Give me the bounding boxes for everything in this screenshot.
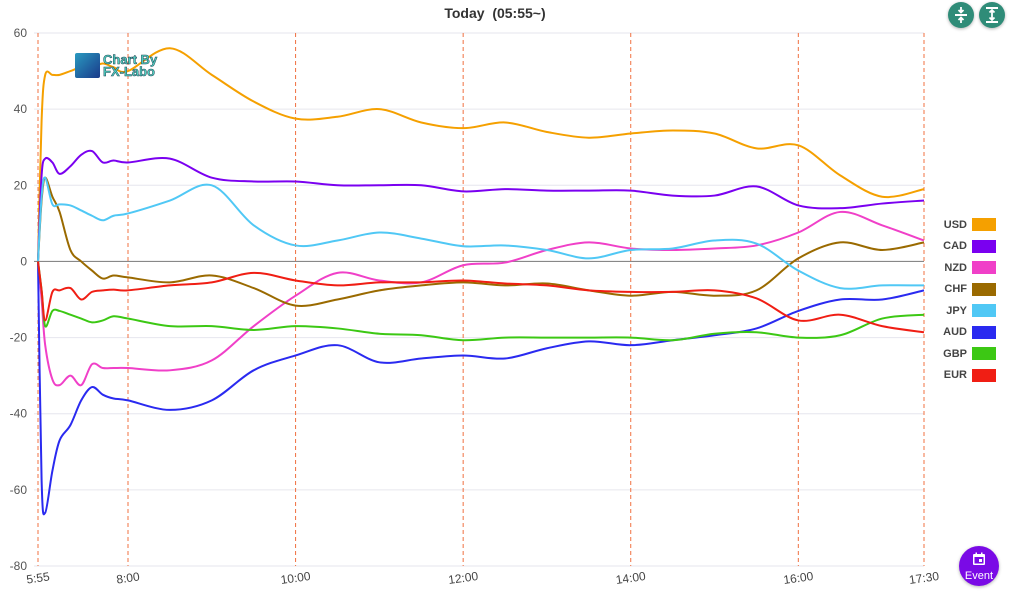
series-line-cad — [37, 149, 925, 262]
expand-button[interactable] — [979, 2, 1005, 28]
y-tick-label: -80 — [10, 559, 28, 573]
x-tick-label: 16:00 — [782, 569, 814, 587]
legend-swatch — [972, 239, 996, 253]
legend-swatch — [972, 282, 996, 296]
compress-button[interactable] — [948, 2, 974, 28]
legend-item-eur[interactable]: EUR — [930, 365, 996, 387]
legend-label: EUR — [943, 369, 967, 382]
series-line-jpy — [37, 176, 925, 290]
y-tick-label: -40 — [10, 407, 28, 421]
series-line-eur — [37, 261, 925, 334]
legend-label: CHF — [944, 283, 967, 296]
legend-label: GBP — [943, 347, 967, 360]
legend-swatch — [972, 368, 996, 382]
legend-swatch — [972, 261, 996, 275]
legend-label: NZD — [944, 261, 967, 274]
legend-item-jpy[interactable]: JPY — [930, 300, 996, 322]
legend-label: CAD — [943, 240, 967, 253]
logo-line2: FX-Labo — [103, 63, 156, 79]
compress-vertical-icon — [955, 7, 967, 23]
x-tick-label: 10:00 — [280, 569, 312, 587]
magnifier-chart-icon — [75, 53, 100, 78]
legend-label: JPY — [946, 304, 967, 317]
expand-vertical-icon — [986, 7, 998, 23]
legend-swatch — [972, 325, 996, 339]
x-tick-label: 5:55 — [25, 569, 50, 586]
chart-title: Today (05:55~) — [444, 5, 546, 21]
legend-label: USD — [943, 218, 967, 231]
legend-swatch — [972, 304, 996, 318]
y-tick-label: -60 — [10, 483, 28, 497]
event-button[interactable]: Event — [959, 546, 999, 586]
y-tick-label: -20 — [10, 331, 28, 345]
y-tick-label: 40 — [14, 102, 28, 116]
x-tick-label: 17:30 — [908, 569, 940, 587]
legend-item-gbp[interactable]: GBP — [930, 343, 996, 365]
series-line-gbp — [37, 261, 925, 342]
legend-item-cad[interactable]: CAD — [930, 236, 996, 258]
logo-line1: Chart By — [103, 51, 158, 67]
series-line-nzd — [37, 210, 925, 387]
y-tick-label: 20 — [14, 178, 28, 192]
series-line-usd — [37, 47, 925, 262]
x-tick-label: 12:00 — [447, 569, 479, 587]
x-tick-label: 8:00 — [115, 569, 140, 586]
legend-item-nzd[interactable]: NZD — [930, 257, 996, 279]
legend-item-usd[interactable]: USD — [930, 214, 996, 236]
legend-label: AUD — [943, 326, 967, 339]
calendar-icon — [973, 552, 985, 565]
y-tick-label: 60 — [14, 26, 28, 40]
series-line-chf — [37, 176, 925, 307]
series-line-aud — [37, 261, 925, 516]
legend-item-aud[interactable]: AUD — [930, 322, 996, 344]
legend: USD CAD NZD CHF JPY AUD GBP EUR — [930, 214, 996, 386]
fx-labo-logo: Chart By FX-Labo — [75, 51, 158, 79]
y-tick-label: 0 — [20, 254, 27, 268]
legend-swatch — [972, 347, 996, 361]
x-tick-label: 14:00 — [615, 569, 647, 587]
legend-swatch — [972, 218, 996, 232]
legend-item-chf[interactable]: CHF — [930, 279, 996, 301]
event-label: Event — [964, 570, 994, 582]
